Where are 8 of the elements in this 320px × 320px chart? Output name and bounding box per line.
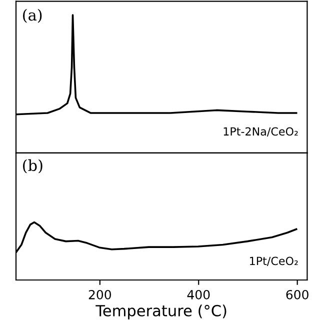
annotation: (a) bbox=[23, 8, 42, 23]
x-axis-title: Temperature (°C) bbox=[96, 304, 226, 320]
x-tick-label: 200 bbox=[88, 290, 112, 300]
text: (b) bbox=[23, 159, 42, 174]
x-tick-label: 400 bbox=[187, 290, 210, 300]
x-tick-label: 600 bbox=[286, 290, 308, 300]
series-label: 1Pt/CeO₂ bbox=[250, 256, 298, 266]
series-label: 1Pt-2Na/CeO₂ bbox=[224, 127, 298, 137]
